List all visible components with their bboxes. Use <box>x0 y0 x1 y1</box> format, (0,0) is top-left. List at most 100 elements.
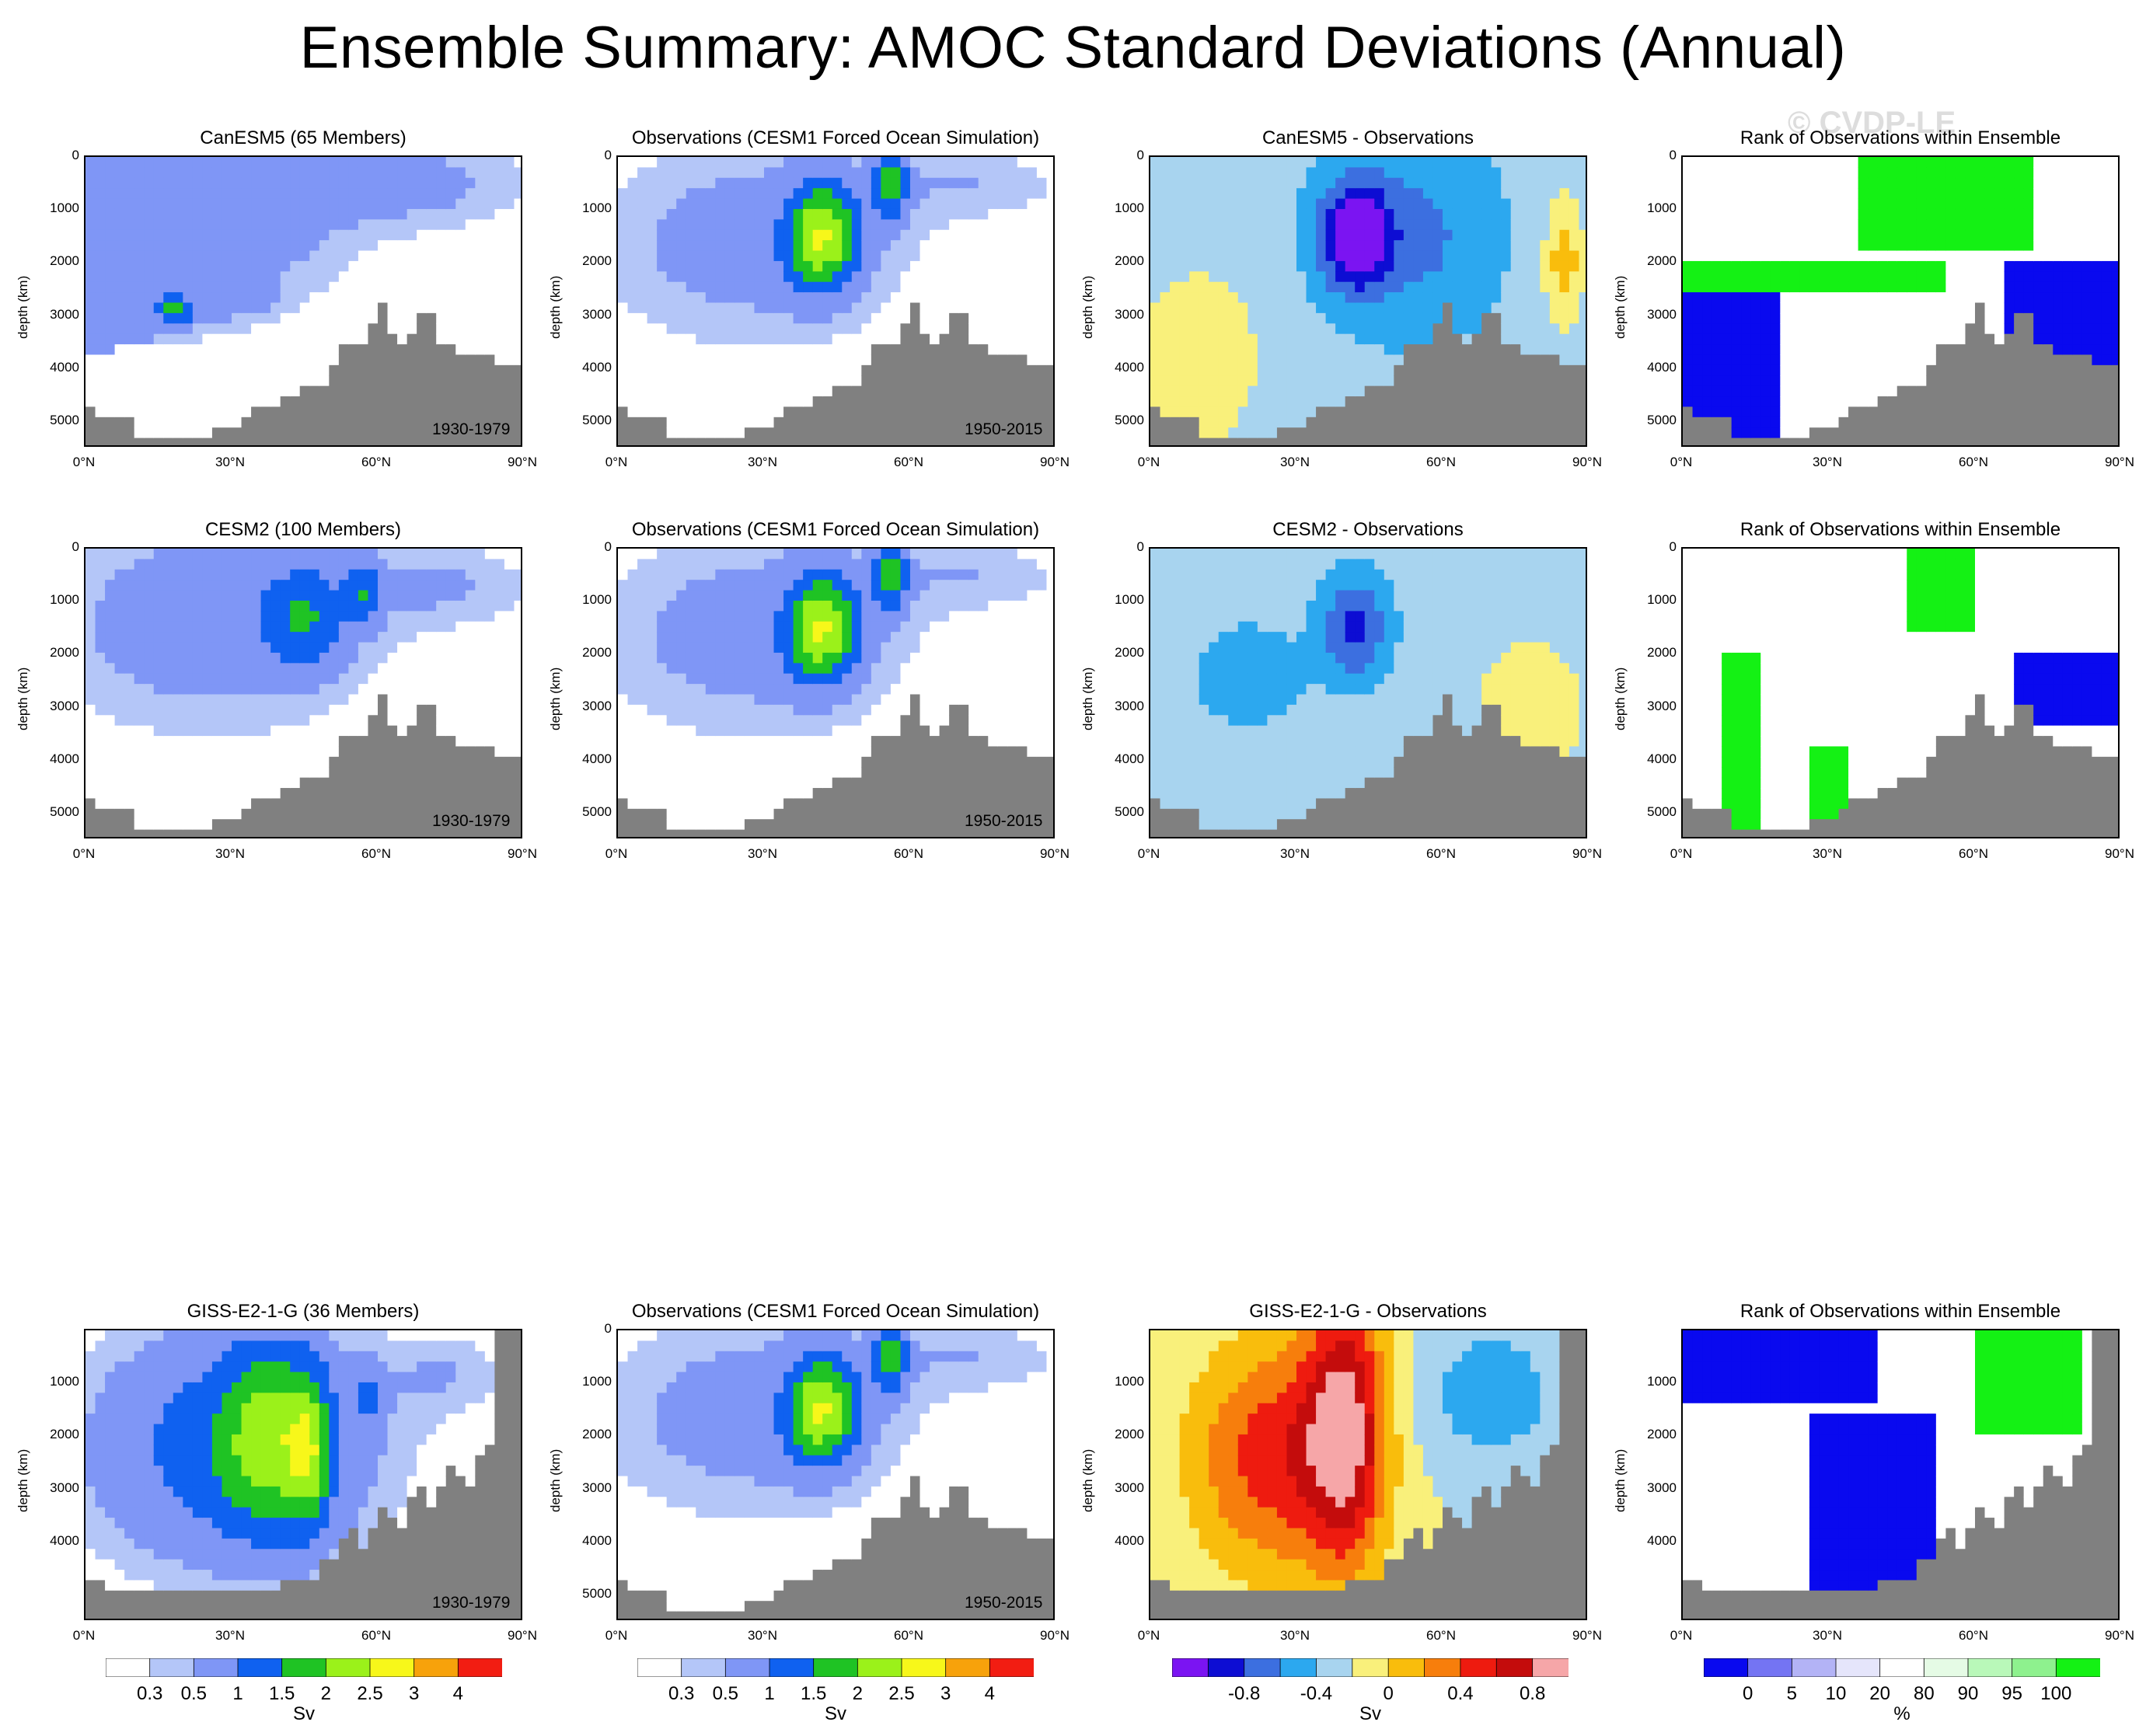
panel-r1c3-cell <box>1247 437 1258 445</box>
panel-r1c1-cell <box>378 281 389 293</box>
panel-r1c2-cell <box>958 281 969 293</box>
panel-r1c2-cell <box>744 208 755 220</box>
panel-r1c4-cell <box>1935 406 1946 418</box>
panel-r1c4-cell <box>1741 396 1752 408</box>
panel-r1c4-cell <box>1829 229 1840 241</box>
panel-r1c3-cell <box>1218 281 1229 293</box>
panel-r1c3-cell <box>1471 312 1482 324</box>
panel-r1c3-cell <box>1179 188 1190 200</box>
panel-r1c3-cell <box>1335 229 1346 241</box>
panel-r1c2-cell <box>919 157 930 168</box>
panel-r1c2-cell <box>676 240 687 252</box>
panel-r1c4-cell <box>1945 375 1956 387</box>
panel-r1c4-cell <box>1975 333 1986 345</box>
panel-r1c2-cell <box>1007 406 1018 418</box>
panel-r1c4-cell <box>2072 375 2083 387</box>
panel-r1c2-cell <box>676 344 687 356</box>
panel-r1c3-cell <box>1443 385 1453 397</box>
panel-r1c3-cell <box>1364 312 1375 324</box>
panel-r1c1-cell <box>397 271 408 283</box>
panel-r1c1-cell <box>378 323 389 335</box>
panel-r1c2-cell <box>647 219 658 231</box>
panel-r1c4-cell <box>1799 312 1810 324</box>
panel-r1c4-cell <box>1935 375 1946 387</box>
panel-r1c3-cell <box>1345 271 1356 283</box>
panel-r1c2-cell <box>627 167 638 179</box>
panel-r1c2-cell <box>764 406 775 418</box>
panel-r1c2-cell <box>890 396 902 408</box>
panel-r1c3-cell <box>1403 281 1414 293</box>
panel-r1c1-cell <box>260 250 271 262</box>
panel-r1c4-cell <box>1722 406 1733 418</box>
panel-r1c1-cell <box>436 198 447 210</box>
panel-r1c3-cell <box>1276 344 1288 356</box>
panel-r1c1-cell <box>144 157 155 168</box>
panel-r1c1-cell <box>241 364 252 376</box>
panel-r1c2-cell <box>793 188 804 200</box>
panel-r1c4-cell <box>2072 344 2083 356</box>
panel-r1c3-cell <box>1374 323 1385 335</box>
panel-r1c3-cell <box>1228 312 1239 324</box>
panel-r1c1-cell <box>202 323 213 335</box>
panel-r1c4-cell <box>2062 188 2073 200</box>
panel-r1c4-cell <box>2014 375 2025 387</box>
panel-r1c2-cell <box>1027 437 1038 445</box>
panel-r1c1-cell <box>504 229 515 241</box>
panel-r1c1-cell <box>173 354 183 366</box>
panel-r1c1-cell <box>494 188 505 200</box>
panel-r1c3-cell <box>1384 323 1394 335</box>
panel-r1c2-cell <box>657 271 668 283</box>
panel-r1c1-cell <box>124 229 135 241</box>
panel-r1c3-cell <box>1170 302 1181 314</box>
panel-r1c3-cell <box>1530 188 1541 200</box>
panel-r1c1-cell <box>417 333 427 345</box>
panel-r1c2-cell <box>773 188 784 200</box>
panel-r1c2-cell <box>890 157 902 168</box>
panel-r1c3-cell <box>1413 240 1424 252</box>
panel-r1c2-cell <box>773 281 784 293</box>
panel-r1c1-cell <box>475 208 486 220</box>
panel-r1c2-cell <box>978 375 989 387</box>
panel-r1c3-cell <box>1549 427 1560 439</box>
panel-r1c4-cell <box>2033 157 2044 168</box>
panel-r1c4-cell <box>1916 396 1927 408</box>
panel-r1c4-cell <box>2053 364 2064 376</box>
panel-r1c1-cell <box>270 292 281 304</box>
panel-r1c4-cell <box>1770 364 1781 376</box>
panel-r1c4-cell <box>1722 344 1733 356</box>
panel-r1c4-cell <box>1760 302 1771 314</box>
panel-r1c2-cell <box>997 302 1008 314</box>
panel-r1c3-cell <box>1452 250 1463 262</box>
panel-r1c1-cell <box>445 385 456 397</box>
panel-r1c4-cell <box>1848 188 1859 200</box>
panel-r1c2-cell <box>978 396 989 408</box>
panel-r1c4-cell <box>1907 312 1917 324</box>
panel-r1c4-cell <box>1955 250 1966 262</box>
panel-r1c2-cell <box>676 375 687 387</box>
panel-r1c3-cell <box>1413 250 1424 262</box>
panel-r1c3-cell <box>1413 229 1424 241</box>
panel-r1c1-cell <box>309 437 320 445</box>
panel-r1c4-cell <box>1916 344 1927 356</box>
panel-r1c4-cell <box>2081 188 2092 200</box>
panel-r1c2-cell <box>997 292 1008 304</box>
panel-r1c2-cell <box>832 312 843 324</box>
panel-r1c4-cell <box>1848 354 1859 366</box>
panel-r1c1-cell <box>270 375 281 387</box>
panel-r1c1-cell <box>319 281 330 293</box>
panel-r1c3-cell <box>1267 219 1278 231</box>
panel-r1c1-cell <box>173 198 183 210</box>
panel-r1c3-cell <box>1316 302 1327 314</box>
panel-r1c2-cell <box>696 240 707 252</box>
panel-r1c1-cell <box>124 417 135 428</box>
panel-r1c4-cell <box>1916 188 1927 200</box>
panel-r1c3-cell <box>1218 292 1229 304</box>
panel-r1c2-cell <box>735 281 745 293</box>
panel-r1c3-cell <box>1579 375 1586 387</box>
panel-r1c4-cell <box>1838 364 1849 376</box>
panel-r1c2-cell <box>696 219 707 231</box>
panel-r1c2-cell <box>919 281 930 293</box>
panel-r1c1-cell <box>407 364 417 376</box>
panel-r1c2-cell <box>997 354 1008 366</box>
panel-r1c1-cell <box>475 219 486 231</box>
